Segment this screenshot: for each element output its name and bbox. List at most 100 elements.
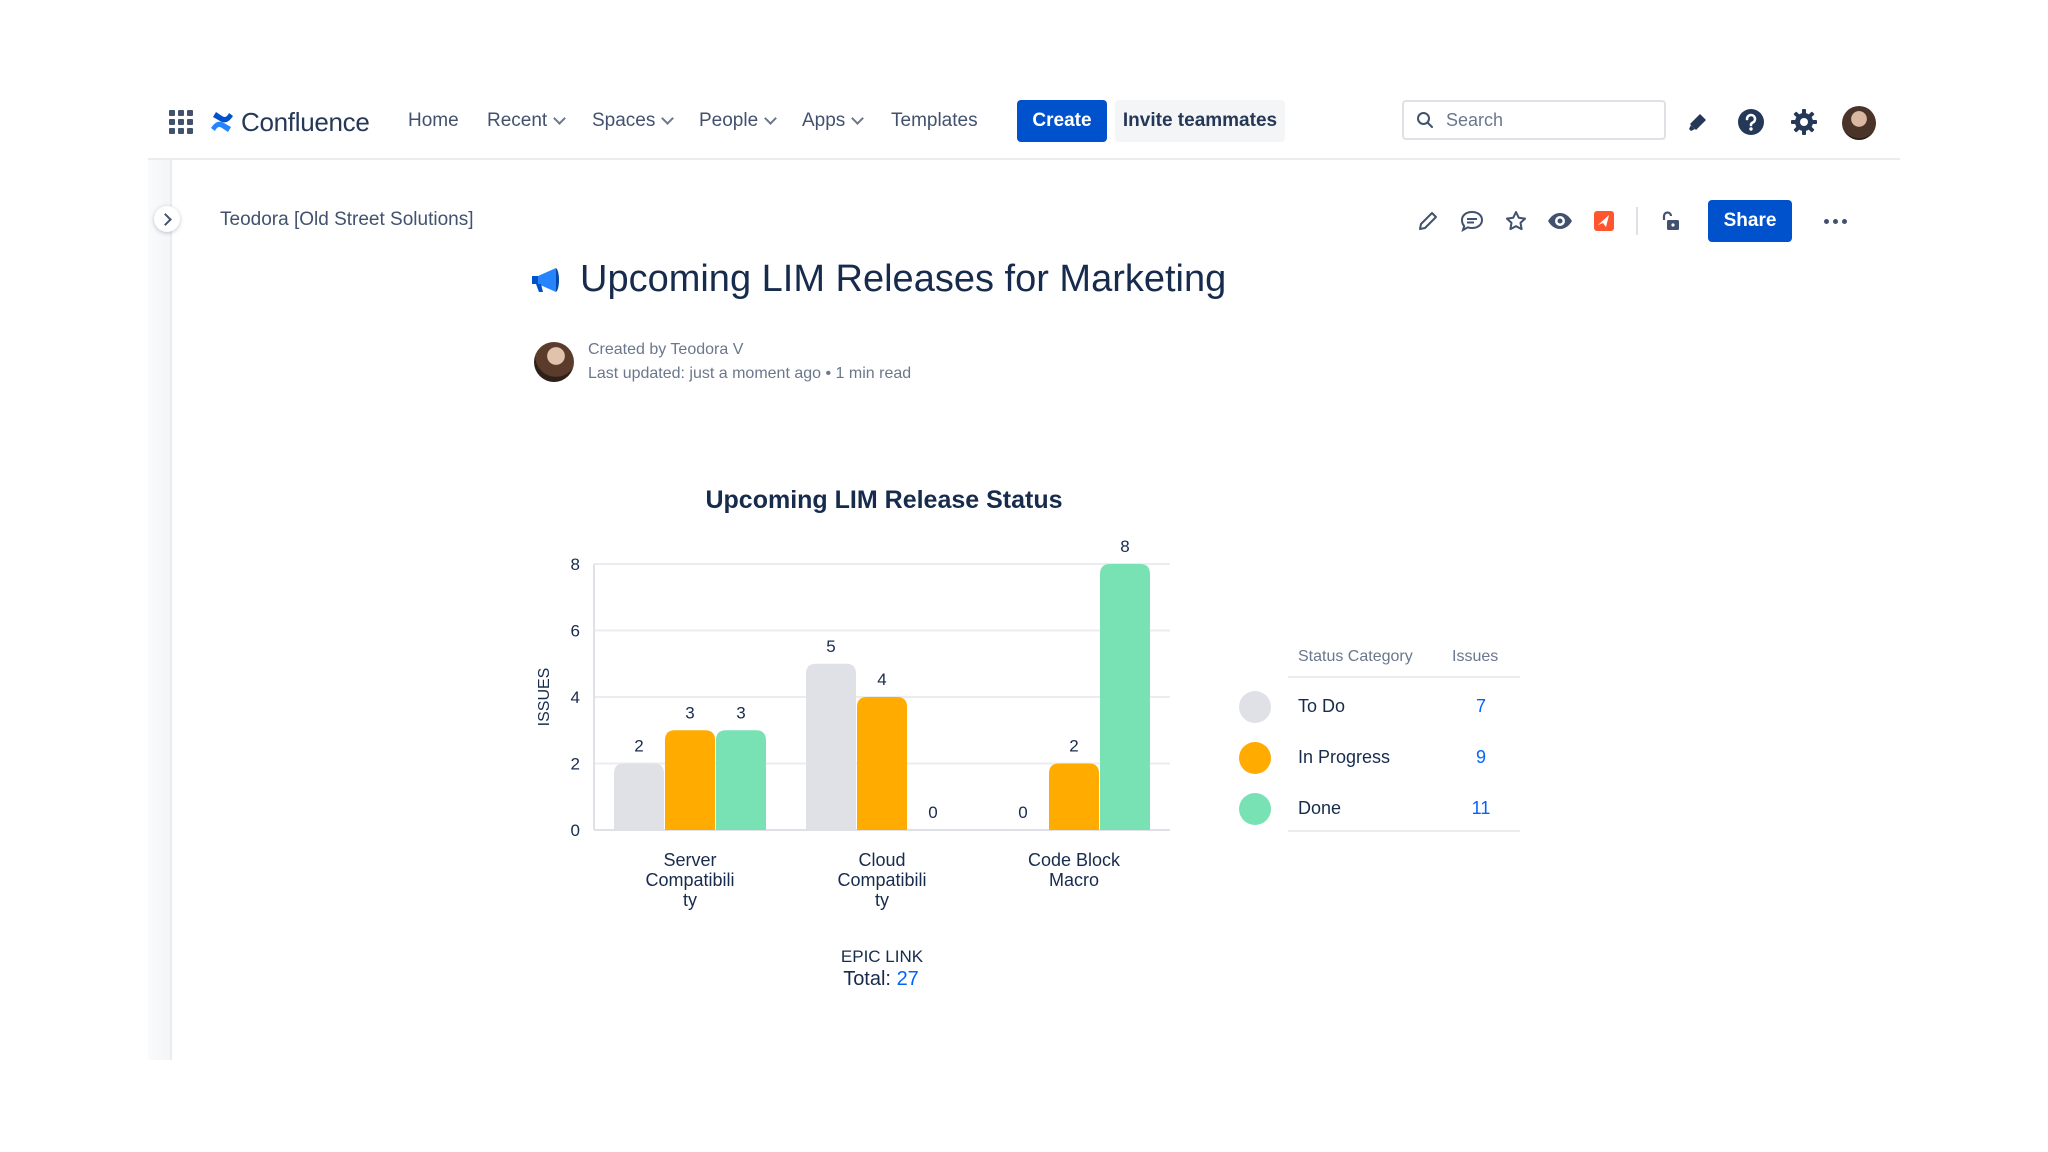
nav-apps-label: Apps [802,110,846,131]
bar-value-label: 3 [736,703,745,722]
x-tick-label: Compatibili [645,870,734,890]
help-button[interactable] [1733,104,1769,140]
legend-row-done[interactable]: Done 11 [1232,782,1522,832]
gear-icon [1791,109,1817,135]
chevron-right-icon [159,212,172,226]
x-tick-label: Compatibili [837,870,926,890]
megaphone-emoji-icon [532,267,559,292]
y-tick-label: 4 [571,688,580,707]
confluence-logo[interactable]: Confluence [209,106,370,138]
app-logo-icon [1594,211,1614,231]
y-tick-label: 2 [571,755,580,774]
watch-button[interactable] [1542,203,1578,239]
x-tick-label: Cloud [858,850,905,870]
bar-value-label: 3 [685,703,694,722]
actions-divider [1636,207,1638,235]
chart-total: Total: 27 [520,968,1242,991]
megaphone-notification-icon [1689,114,1706,131]
legend-count[interactable]: 11 [1471,798,1491,818]
create-button[interactable]: Create [1017,100,1107,142]
legend-row-todo[interactable]: To Do 7 [1232,680,1522,730]
bar-done [716,730,766,830]
x-tick-label: ty [875,890,889,910]
total-value[interactable]: 27 [896,968,919,990]
chevron-down-icon [851,112,865,125]
edit-pencil-icon [1419,212,1437,230]
star-button[interactable] [1498,203,1534,239]
meta-separator: • [825,365,836,382]
last-updated-text: Last updated: just a moment ago [588,365,822,382]
eye-icon [1548,213,1572,229]
y-tick-label: 6 [571,622,580,641]
search-box[interactable] [1402,100,1666,140]
nav-people[interactable]: People [699,110,778,132]
y-axis-label: ISSUES [536,668,553,727]
logo-text: Confluence [241,106,370,137]
bar-in-progress [1049,763,1099,830]
bar-in-progress [665,730,715,830]
nav-divider [148,158,1900,160]
bar-value-label: 4 [877,670,886,689]
bar-in-progress [857,697,907,830]
more-actions-icon[interactable] [1824,218,1847,224]
author-avatar[interactable] [534,342,574,382]
nav-people-label: People [699,110,759,131]
chevron-down-icon [764,112,778,125]
nav-apps[interactable]: Apps [802,110,865,132]
chevron-down-icon [661,112,675,125]
restrictions-button[interactable] [1652,203,1688,239]
nav-templates[interactable]: Templates [891,110,978,132]
nav-spaces-label: Spaces [592,110,656,131]
nav-home[interactable]: Home [408,110,459,132]
app-integration-button[interactable] [1586,203,1622,239]
y-tick-label: 8 [571,555,580,574]
legend-footer-divider [1288,830,1520,832]
invite-teammates-button[interactable]: Invite teammates [1115,100,1285,142]
search-icon [1417,112,1433,128]
todo-color-dot [1239,691,1271,723]
comment-icon [1460,210,1484,233]
profile-avatar[interactable] [1842,106,1876,140]
legend-header-category: Status Category [1298,648,1413,665]
chevron-down-icon [553,112,567,125]
legend-label: To Do [1298,696,1346,716]
search-input[interactable] [1444,108,1648,132]
page-byline: Created by Teodora V Last updated: just … [534,338,911,386]
confluence-logo-icon [211,112,233,132]
bar-value-label: 5 [826,637,835,656]
legend-header-issues: Issues [1452,648,1499,665]
chart-title: Upcoming LIM Release Status [705,486,1063,514]
legend-count[interactable]: 9 [1475,747,1486,767]
sidebar-collapsed [148,160,172,1060]
comment-button[interactable] [1454,203,1490,239]
y-tick-label: 0 [571,821,580,840]
x-tick-label: Code Block [1028,850,1121,870]
nav-spaces[interactable]: Spaces [592,110,675,132]
legend-label: Done [1298,798,1342,818]
bar-value-label: 0 [928,803,937,822]
legend-count[interactable]: 7 [1475,696,1486,716]
bar-value-label: 2 [1069,737,1078,756]
bar-value-label: 2 [634,737,643,756]
legend-row-in-progress[interactable]: In Progress 9 [1232,731,1522,781]
bar-value-label: 8 [1120,537,1129,556]
bar-to-do [614,763,664,830]
created-by-text: Created by Teodora V [588,341,744,358]
notifications-button[interactable] [1680,104,1716,140]
unlock-icon [1662,211,1679,230]
settings-button[interactable] [1786,104,1822,140]
expand-sidebar-button[interactable] [154,206,180,232]
help-icon [1738,109,1764,135]
app-switcher-icon[interactable] [169,110,193,134]
x-tick-label: Macro [1049,870,1099,890]
in-progress-color-dot [1239,742,1271,774]
share-button[interactable]: Share [1708,200,1792,242]
edit-button[interactable] [1410,203,1446,239]
legend-label: In Progress [1298,747,1391,767]
top-navigation: Confluence Home Recent Spaces People App… [148,96,1900,148]
breadcrumb[interactable]: Teodora [Old Street Solutions] [220,209,474,230]
x-axis-label: EPIC LINK [841,947,924,966]
nav-recent[interactable]: Recent [487,110,567,132]
bar-value-label: 0 [1018,803,1027,822]
